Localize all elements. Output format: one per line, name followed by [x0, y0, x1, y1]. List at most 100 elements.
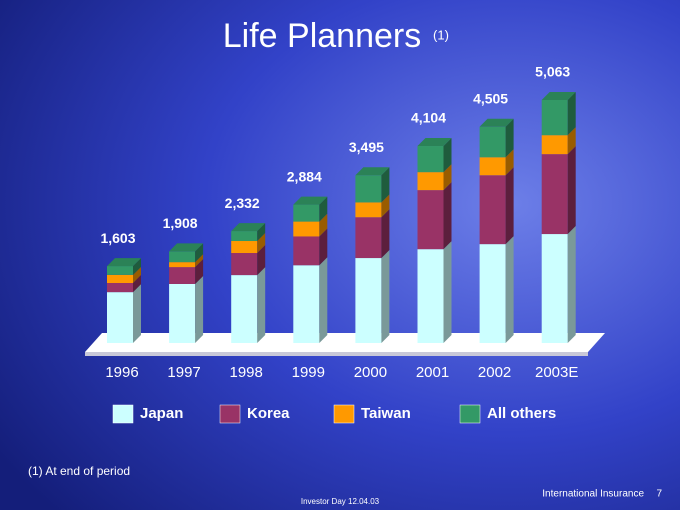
bar-segment	[107, 283, 133, 293]
total-label: 1,908	[163, 215, 198, 231]
bar-segment-side	[195, 243, 204, 263]
bar-segment	[107, 274, 133, 284]
bar-segment-side	[319, 257, 328, 343]
bar-segment	[293, 221, 320, 237]
bar-segment	[169, 251, 196, 263]
bar-segment	[231, 231, 258, 242]
x-tick-label: 2001	[416, 364, 449, 381]
bar-segment	[231, 253, 258, 276]
bar-segment-side	[133, 258, 141, 275]
bar-segment	[355, 217, 382, 259]
bar-segment-side	[381, 167, 390, 203]
bar-segment-side	[133, 284, 141, 343]
total-label: 2,884	[287, 168, 322, 184]
bar-segment-side	[381, 194, 390, 218]
bar-segment-side	[319, 228, 328, 266]
bar-segment-side	[567, 127, 576, 155]
bar-segment-side	[567, 146, 576, 235]
bar-segment-side	[505, 149, 514, 176]
bar-segment	[293, 204, 320, 222]
bar-segment	[169, 262, 196, 268]
bar-segment	[169, 267, 196, 284]
floor	[85, 333, 605, 352]
bar-segment-side	[133, 275, 141, 293]
bar-top	[541, 92, 576, 100]
bar-segment-side	[195, 275, 204, 343]
chart-title: Life Planners	[223, 17, 421, 55]
bar-segment-side	[319, 213, 328, 237]
bar-segment-side	[443, 241, 452, 343]
bar-segment	[231, 241, 258, 254]
bar-segment	[107, 266, 133, 275]
bar-segment	[355, 202, 382, 218]
bar-segment-side	[257, 233, 266, 254]
bar-top	[231, 223, 266, 232]
total-label: 2,332	[225, 195, 260, 211]
legend-swatch	[112, 404, 134, 424]
bar-segment	[417, 146, 444, 173]
legend-swatch	[333, 404, 355, 424]
legend-label: Taiwan	[361, 405, 411, 422]
bar-segment	[479, 126, 506, 158]
bar-segment-side	[443, 164, 452, 191]
footer-center: Investor Day 12.04.03	[301, 497, 380, 506]
bar-segment-side	[195, 259, 204, 284]
bar-segment	[293, 265, 320, 343]
total-label: 1,603	[100, 230, 135, 246]
x-tick-label: 1997	[167, 364, 200, 381]
bar-segment	[479, 157, 506, 176]
total-label: 4,104	[411, 110, 446, 126]
bar-top	[107, 258, 141, 267]
footnote: (1) At end of period	[28, 464, 130, 478]
total-label: 5,063	[535, 64, 570, 80]
total-label: 4,505	[473, 90, 508, 106]
bar-segment-side	[257, 267, 266, 343]
bar-segment	[355, 175, 382, 203]
bar-segment	[541, 135, 568, 155]
bar-segment-side	[443, 138, 452, 173]
bar-top	[293, 196, 328, 205]
bar-segment-side	[567, 92, 576, 136]
bar-segment	[355, 258, 382, 343]
x-tick-label: 1998	[230, 364, 263, 381]
bar-segment-side	[381, 250, 390, 343]
footer-right: International Insurance	[542, 489, 644, 500]
bar-segment-side	[443, 182, 452, 250]
bar-segment	[541, 100, 568, 136]
bar-segment-side	[505, 167, 514, 245]
bar-segment	[231, 275, 258, 343]
bar-segment	[541, 234, 568, 343]
bar-segment	[417, 172, 444, 191]
bar-segment-side	[319, 196, 328, 222]
total-label: 3,495	[349, 139, 384, 155]
bar-segment-side	[133, 266, 141, 284]
legend-swatch	[459, 404, 481, 424]
legend-label: Korea	[247, 405, 290, 422]
bar-segment	[541, 154, 568, 235]
bar-top	[479, 118, 514, 127]
bar-segment-side	[257, 245, 266, 276]
x-tick-label: 2000	[354, 364, 387, 381]
bar-segment-side	[505, 236, 514, 343]
bar-segment-side	[505, 118, 514, 158]
bar-segment	[293, 236, 320, 266]
x-tick-label: 1996	[105, 364, 138, 381]
x-tick-label: 2003E	[535, 364, 578, 381]
title-note: (1)	[433, 27, 449, 42]
bar-segment-side	[257, 223, 266, 242]
x-tick-label: 1999	[292, 364, 325, 381]
bar-segment	[169, 283, 196, 343]
bar-segment-side	[381, 209, 390, 259]
bar-segment-side	[567, 226, 576, 343]
bar-segment-side	[195, 254, 204, 268]
x-tick-label: 2002	[478, 364, 511, 381]
floor-edge	[85, 352, 588, 356]
page-number: 7	[656, 489, 662, 500]
bar-segment	[107, 292, 133, 343]
bar-top	[417, 138, 452, 147]
bar-top	[169, 243, 204, 252]
legend-label: Japan	[140, 405, 183, 422]
